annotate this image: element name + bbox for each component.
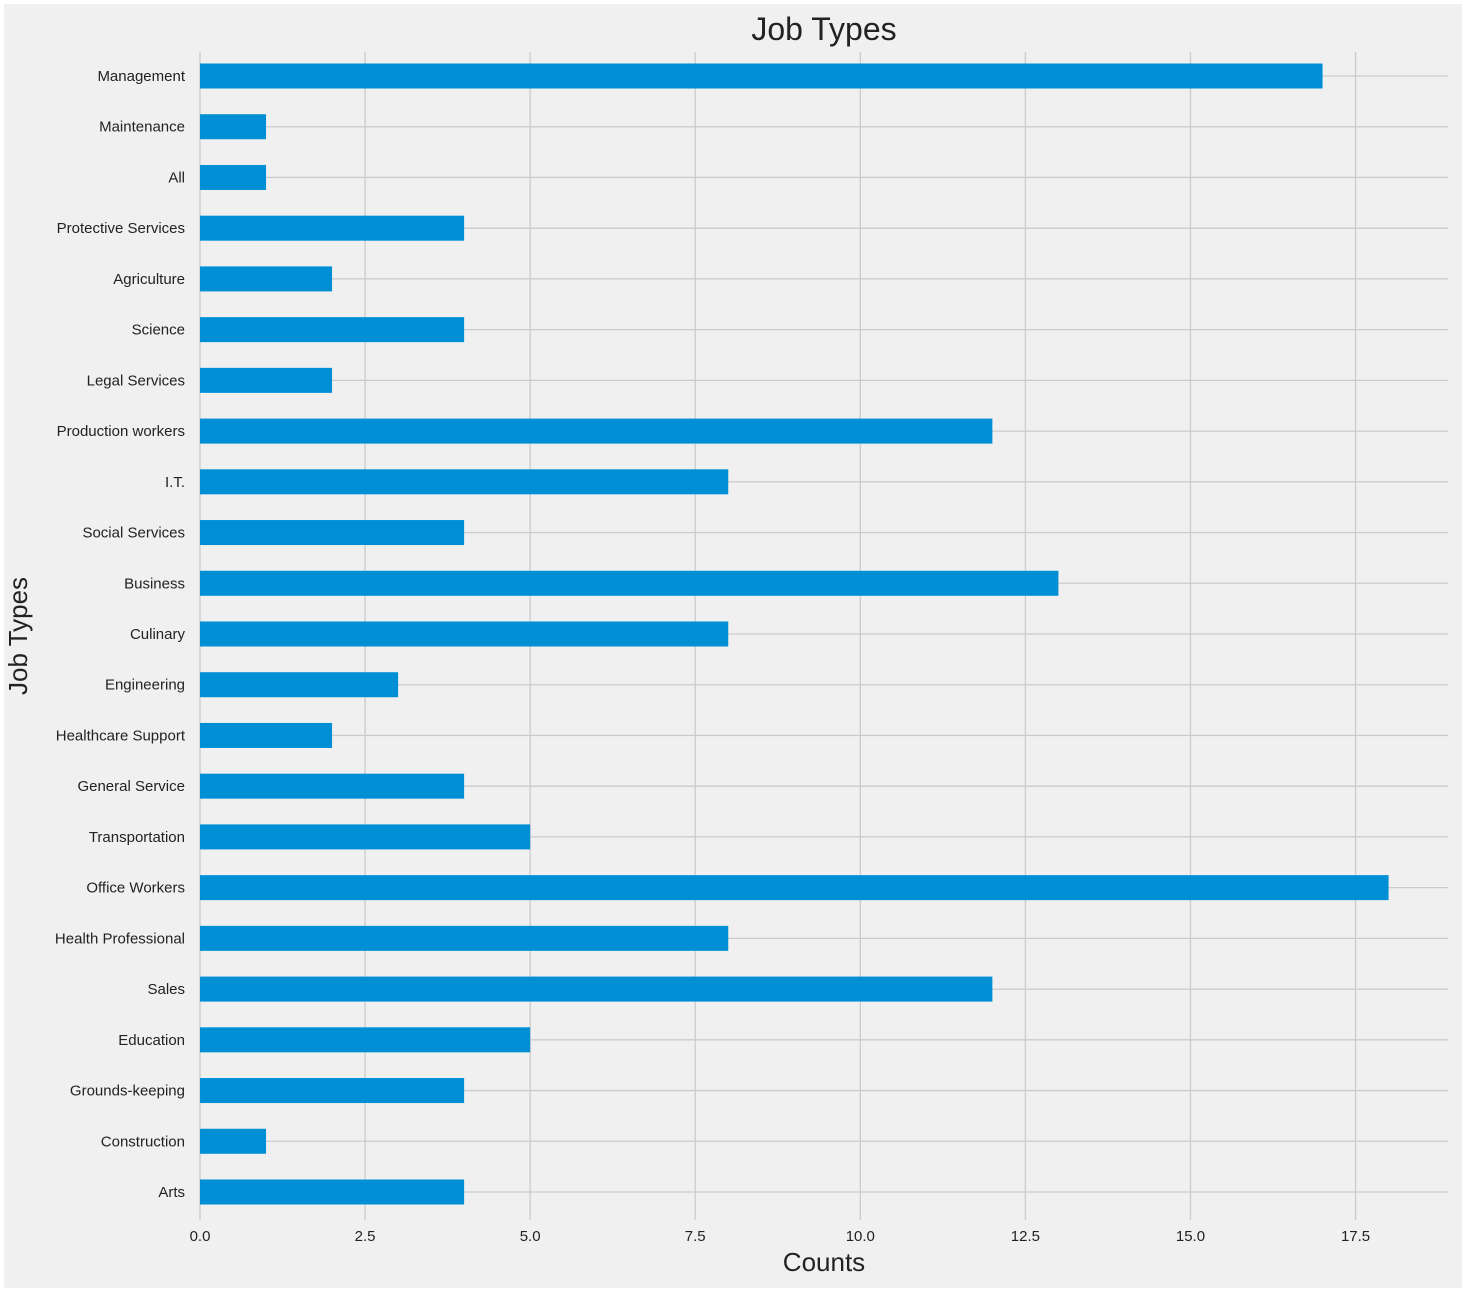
bar-engineering (200, 672, 399, 698)
y-tick-label: Protective Services (57, 220, 185, 237)
y-tick-label: Legal Services (87, 372, 185, 389)
y-tick-label: Management (97, 68, 185, 85)
y-tick-label: All (168, 169, 185, 186)
y-tick-label: Business (124, 575, 185, 592)
bar-all (200, 164, 267, 190)
y-tick-label: General Service (77, 778, 185, 795)
y-tick-label: Education (118, 1032, 185, 1049)
y-tick-label: Science (132, 322, 185, 339)
bar-healthcare-support (200, 722, 333, 748)
y-tick-label: Healthcare Support (56, 727, 186, 744)
x-axis-title: Counts (783, 1247, 865, 1277)
bar-legal-services (200, 367, 333, 393)
x-tick-label: 5.0 (520, 1228, 541, 1245)
bar-sales (200, 976, 993, 1002)
bar-culinary (200, 621, 729, 647)
bars (200, 63, 1389, 1205)
y-tick-label: Social Services (82, 525, 185, 542)
bar-arts (200, 1179, 465, 1205)
y-tick-labels: Arts Construction Grounds-keeping Education… (55, 68, 186, 1201)
y-axis-title: Job Types (3, 577, 33, 695)
y-tick-label: Health Professional (55, 930, 185, 947)
bar-transportation (200, 824, 531, 850)
bar-science (200, 317, 465, 343)
bar-agriculture (200, 266, 333, 292)
y-tick-label: Sales (147, 981, 185, 998)
bar-management (200, 63, 1323, 89)
bar-social-services (200, 520, 465, 546)
bar-education (200, 1027, 531, 1053)
x-tick-label: 15.0 (1176, 1228, 1205, 1245)
bar-office-workers (200, 875, 1389, 901)
y-tick-label: I.T. (165, 474, 185, 491)
x-tick-label: 12.5 (1011, 1228, 1040, 1245)
y-tick-label: Agriculture (113, 271, 185, 288)
bar-health-professional (200, 925, 729, 951)
x-tick-label: 7.5 (685, 1228, 706, 1245)
x-tick-label: 0.0 (190, 1228, 211, 1245)
y-tick-label: Grounds-keeping (70, 1083, 185, 1100)
y-tick-label: Production workers (57, 423, 185, 440)
bar-production-workers (200, 418, 993, 444)
bar-general-service (200, 773, 465, 799)
y-tick-label: Office Workers (86, 880, 185, 897)
x-tick-label: 17.5 (1341, 1228, 1370, 1245)
y-tick-label: Transportation (89, 829, 185, 846)
y-tick-label: Construction (101, 1133, 185, 1150)
bar-grounds-keeping (200, 1078, 465, 1104)
x-tick-labels: 0.0 2.5 5.0 7.5 10.0 12.5 15.0 17.5 (190, 1228, 1371, 1245)
bar-maintenance (200, 114, 267, 140)
y-tick-label: Culinary (130, 626, 186, 643)
x-tick-label: 2.5 (355, 1228, 376, 1245)
grid (199, 52, 1448, 1220)
bar-construction (200, 1128, 267, 1154)
bar-i-t (200, 469, 729, 495)
x-tick-label: 10.0 (846, 1228, 875, 1245)
chart-title: Job Types (751, 11, 896, 47)
bar-protective-services (200, 215, 465, 241)
y-tick-label: Arts (158, 1184, 185, 1201)
y-tick-label: Maintenance (99, 119, 185, 136)
bar-business (200, 570, 1059, 596)
y-tick-label: Engineering (105, 677, 185, 694)
